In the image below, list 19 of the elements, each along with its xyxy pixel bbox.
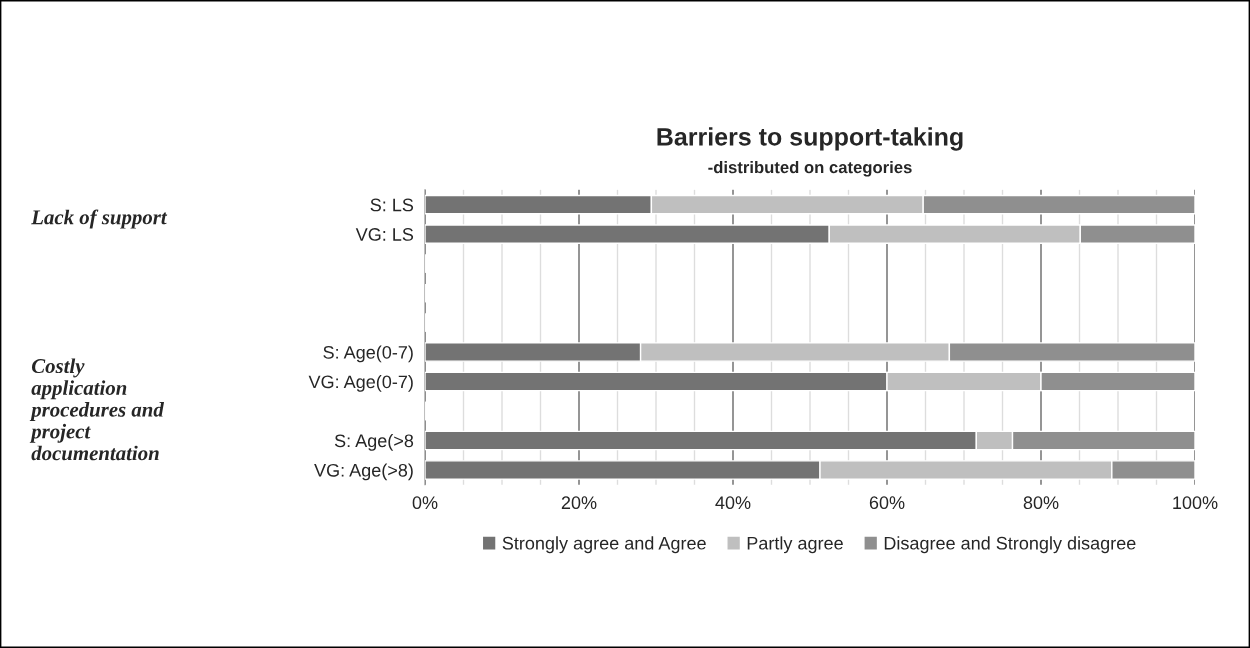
x-tick-label: 80% — [1023, 496, 1059, 510]
chart-title: Barriers to support-taking — [657, 127, 963, 151]
y-tick-label: S: Age(>8 — [334, 433, 414, 451]
y-tick-label: VG: LS — [355, 228, 414, 241]
legend-label: Partly agree — [747, 536, 843, 554]
chart-subtitle: -distributed on categories — [708, 160, 912, 177]
y-tick-label: S: LS — [370, 198, 414, 212]
x-tick-label: 0% — [412, 496, 438, 510]
y-tick-label: VG: Age(>8) — [314, 463, 413, 481]
text: Costly application procedures and project documentation — [29, 358, 165, 461]
x-tick-label: 60% — [869, 496, 905, 510]
text: Lack of support — [31, 209, 168, 229]
y-tick-label: S: Age(0-7) — [323, 345, 413, 363]
x-tick-label: 100% — [1173, 496, 1218, 510]
legend-label: Disagree and Strongly disagree — [884, 536, 1136, 554]
x-tick-label: 40% — [715, 496, 751, 510]
legend-label: Strongly agree and Agree — [502, 536, 706, 554]
y-tick-label: VG: Age(0-7) — [308, 374, 413, 392]
x-tick-label: 20% — [561, 496, 597, 510]
